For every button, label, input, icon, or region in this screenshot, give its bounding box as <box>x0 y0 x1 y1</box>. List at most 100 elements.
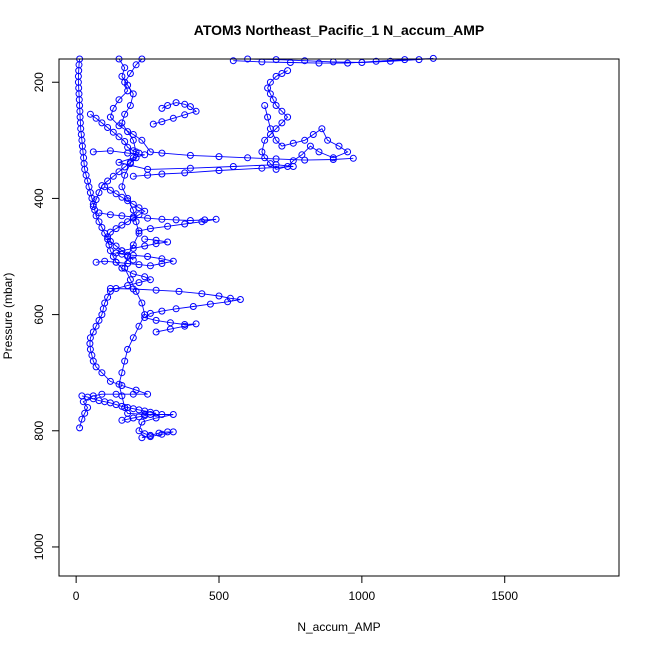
data-point <box>278 70 286 77</box>
data-point <box>101 299 109 307</box>
series-9 <box>92 235 177 270</box>
data-point <box>92 363 100 371</box>
data-point <box>106 211 114 219</box>
data-point <box>124 197 132 205</box>
data-point <box>169 257 177 265</box>
data-point <box>141 314 149 321</box>
data-point <box>112 258 120 266</box>
data-point <box>309 131 317 138</box>
data-point <box>224 298 232 306</box>
data-point <box>158 307 166 315</box>
data-point <box>266 90 274 98</box>
data-point <box>181 100 189 108</box>
data-point <box>89 203 97 210</box>
data-point <box>272 165 280 173</box>
series-11 <box>101 183 149 264</box>
data-point <box>146 148 154 156</box>
data-point <box>169 114 177 122</box>
data-point <box>92 322 100 330</box>
data-point <box>261 102 269 109</box>
data-point <box>109 128 117 136</box>
data-point <box>101 257 109 265</box>
data-point <box>129 241 137 249</box>
y-tick-label: 200 <box>32 72 46 92</box>
data-point <box>115 96 123 104</box>
data-point <box>141 242 149 250</box>
data-point <box>129 270 137 278</box>
data-point <box>415 56 423 64</box>
data-point <box>121 110 129 118</box>
series-4 <box>258 67 352 173</box>
data-point <box>95 209 103 217</box>
data-point <box>192 107 200 115</box>
data-point <box>266 78 274 86</box>
data-point <box>138 418 146 426</box>
data-point <box>144 171 152 179</box>
data-point <box>98 119 106 127</box>
data-point <box>181 169 189 177</box>
data-point <box>144 253 152 260</box>
y-tick-label: 600 <box>32 304 46 324</box>
data-point <box>106 377 114 385</box>
data-point <box>141 235 149 243</box>
series-line <box>96 238 174 267</box>
data-point <box>261 136 269 144</box>
data-point <box>278 107 286 115</box>
data-point <box>121 171 129 179</box>
data-point <box>106 186 114 194</box>
data-point <box>135 211 143 219</box>
series-2 <box>89 147 297 180</box>
series-line <box>153 102 198 125</box>
data-point <box>95 316 103 324</box>
data-point <box>124 128 132 136</box>
data-point <box>164 222 172 230</box>
data-point <box>215 292 223 300</box>
data-point <box>144 214 152 222</box>
data-point <box>109 172 117 180</box>
data-point <box>118 183 126 191</box>
data-point <box>89 148 97 156</box>
data-point <box>186 217 194 224</box>
data-point <box>129 256 137 264</box>
data-point <box>124 345 132 353</box>
series-line <box>93 150 294 177</box>
data-point <box>158 118 166 126</box>
data-point <box>135 261 143 269</box>
data-point <box>152 286 160 294</box>
x-axis-label: N_accum_AMP <box>297 620 380 634</box>
data-point <box>106 237 114 245</box>
data-point <box>112 242 120 250</box>
data-point <box>92 196 100 204</box>
data-point <box>135 204 143 212</box>
data-point <box>118 212 126 220</box>
series-line <box>233 57 434 64</box>
data-point <box>129 90 137 98</box>
data-point <box>112 249 120 257</box>
data-point <box>106 147 114 155</box>
data-point <box>229 57 237 65</box>
data-point <box>284 163 292 170</box>
data-point <box>129 172 137 180</box>
y-axis-label: Pressure (mbar) <box>1 273 15 360</box>
data-point <box>141 273 149 281</box>
data-point <box>278 142 286 150</box>
data-point <box>129 334 137 342</box>
data-point <box>386 57 394 65</box>
data-point <box>164 102 172 109</box>
data-point <box>109 104 117 112</box>
data-point <box>289 157 297 165</box>
data-point <box>186 151 194 159</box>
data-point <box>146 309 154 317</box>
data-point <box>152 240 160 248</box>
data-point <box>104 124 112 131</box>
data-point <box>141 207 149 215</box>
data-point <box>121 64 129 72</box>
series-6 <box>95 209 220 235</box>
x-tick-label: 500 <box>209 589 229 603</box>
data-point <box>112 190 120 198</box>
y-tick-label: 1000 <box>32 533 46 560</box>
data-point <box>106 285 114 292</box>
data-point <box>175 287 183 295</box>
data-point <box>372 57 380 65</box>
